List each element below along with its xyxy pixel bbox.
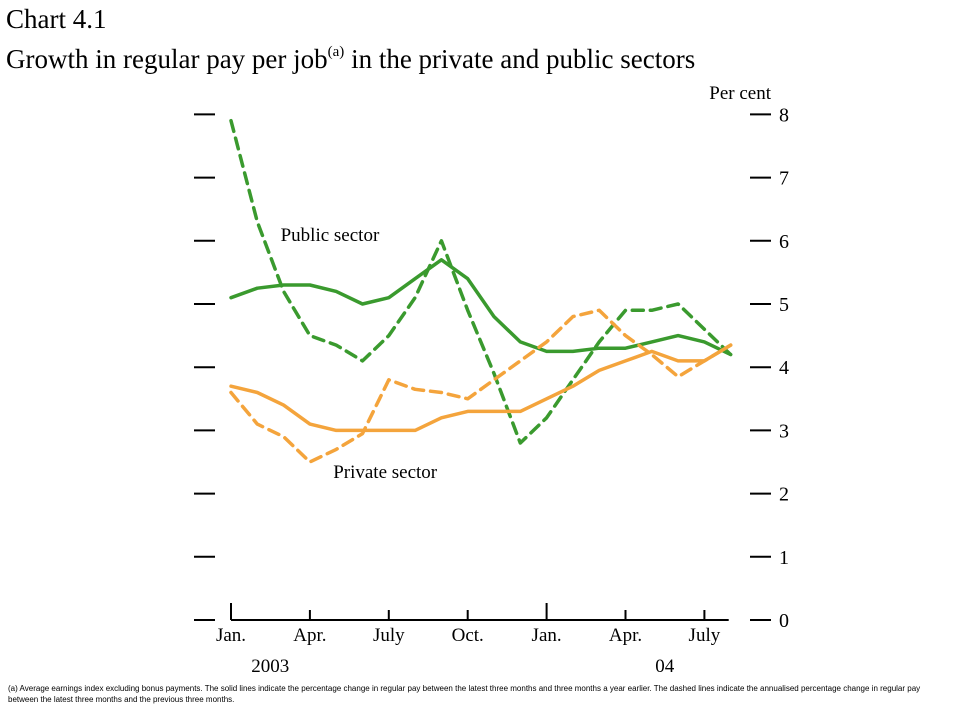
series-annotation: Public sector (281, 225, 380, 246)
x-tick-label: Oct. (452, 625, 484, 646)
chart-title-footnote-marker: (a) (327, 44, 345, 60)
x-tick-label: Jan. (532, 625, 562, 646)
y-tick-label: 2 (779, 484, 789, 506)
y-tick-label: 6 (779, 231, 789, 253)
chart-number: Chart 4.1 (6, 4, 107, 34)
y-tick-label: 1 (779, 547, 789, 569)
x-tick-label: Apr. (293, 625, 326, 646)
x-axis: Jan. Apr. July Oct. Jan. Apr. July 2003 04 (216, 603, 729, 677)
x-tick-label: Apr. (609, 625, 642, 646)
series-line-public-dashed (229, 118, 733, 445)
y-axis-ticks: 0 1 2 3 4 5 6 7 8 (194, 104, 789, 632)
x-year-label: 2003 (251, 656, 289, 677)
x-tick-label: July (373, 625, 405, 646)
footnote: (a) Average earnings index excluding bon… (8, 684, 921, 704)
chart-title: Growth in regular pay per job(a) in the … (6, 43, 695, 75)
x-tick-label: July (689, 625, 721, 646)
series-annotation: Private sector (333, 462, 438, 483)
y-tick-label: 3 (779, 420, 789, 442)
x-year-label: 04 (655, 656, 675, 677)
y-tick-label: 8 (779, 104, 789, 126)
series-line-public-sector-solid (229, 258, 733, 357)
y-tick-label: 0 (779, 610, 789, 632)
y-axis-unit-label: Per cent (709, 83, 771, 104)
y-tick-label: 5 (779, 294, 789, 316)
y-tick-label: 4 (779, 357, 789, 379)
x-tick-label: Jan. (216, 625, 246, 646)
series-line-private-dashed (229, 308, 733, 464)
chart-title-tail: in the private and public sectors (344, 44, 696, 74)
y-tick-label: 7 (779, 168, 789, 190)
chart-title-main: Growth in regular pay per job (6, 44, 328, 74)
